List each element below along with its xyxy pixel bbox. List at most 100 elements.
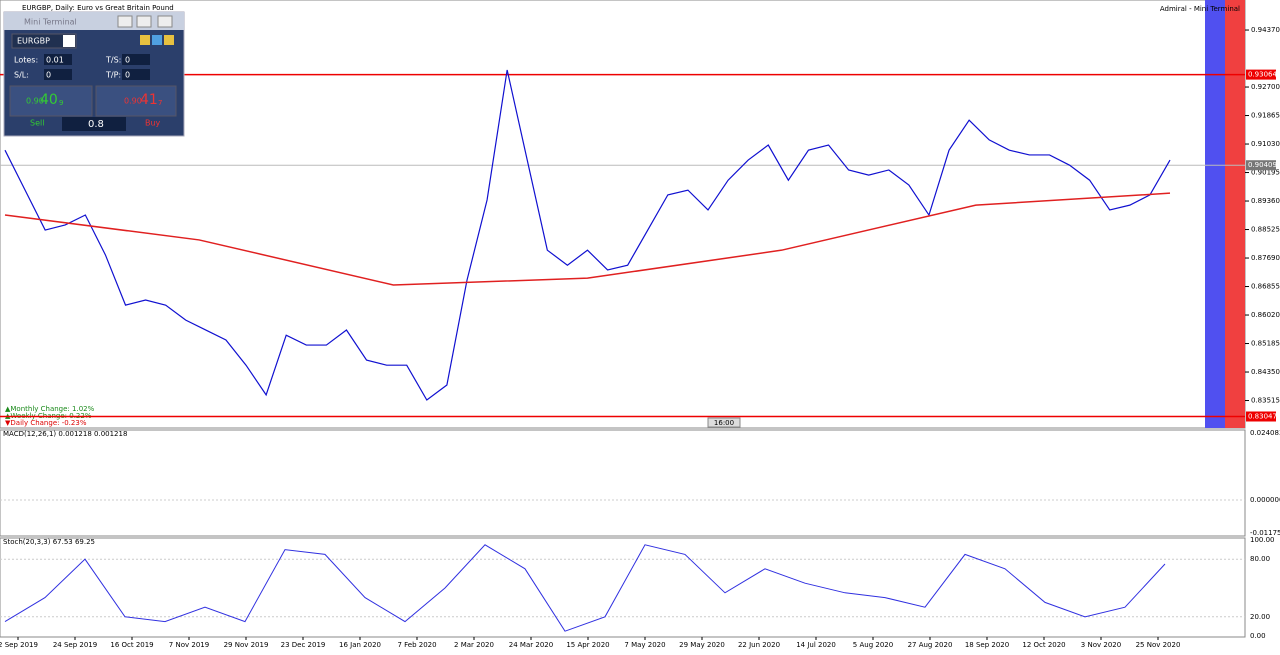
change: ▲Monthly Change: 1.02% [5,405,95,413]
sell-price-box[interactable] [9,85,93,117]
spread-box [62,117,126,131]
sl: 0 [46,71,51,80]
y-tick-label: 0.85185 [1251,340,1280,348]
spread: 0.8 [88,119,104,130]
y-tick-label: 0.92700 [1251,83,1280,91]
buy-pips: 41 [140,92,158,108]
macd-panel [0,429,1246,537]
level-label: 0.83047 [1248,412,1277,420]
time-label: 16:00 [714,419,734,427]
mini-terminal: Mini Terminal EURGBP Lotes: 0.01 T/S: 0 … [3,11,185,137]
y-tick-label: 0.84350 [1251,368,1280,376]
x-tick-label: 23 Dec 2019 [281,641,326,649]
main-panel [0,0,1246,429]
x-tick-label: 18 Sep 2020 [965,641,1009,649]
current-tag [1246,160,1276,171]
y-tick-label: 0.89360 [1251,197,1280,205]
stoch-tick-label: 100.00 [1250,536,1275,544]
x-tick-label: 7 Nov 2019 [169,641,209,649]
change: ▼Daily Change: -0.23% [5,419,87,427]
x-tick-label: 27 Aug 2020 [908,641,953,649]
x-tick-label: 2 Mar 2020 [454,641,494,649]
x-tick-label: 25 Nov 2020 [1136,641,1181,649]
symbol-box[interactable] [11,33,77,49]
x-tick-label: 16 Oct 2019 [110,641,153,649]
buy-price-box[interactable] [95,85,177,117]
minimize[interactable] [117,15,133,28]
x-tick-label: 12 Oct 2020 [1022,641,1065,649]
level-label: 0.93064 [1248,71,1277,79]
buy-button[interactable]: Buy [145,119,161,128]
y-tick-label: 0.91865 [1251,112,1280,120]
tp: 0 [125,71,130,80]
brand: Admiral - Mini Terminal [1160,5,1240,13]
lots-label: Lotes: [14,56,38,65]
tp-input[interactable] [122,69,150,80]
macd-tick: -0.011750 [1250,529,1280,537]
price-line [4,192,1171,286]
x-tick-label: 7 May 2020 [624,641,665,649]
y-tick-label: 0.87690 [1251,254,1280,262]
sl-input[interactable] [44,69,72,80]
icon[interactable] [140,35,150,45]
ts: 0 [125,56,130,65]
y-tick-label: 0.91030 [1251,140,1280,148]
x-tick-label: 14 Jul 2020 [796,641,836,649]
x-tick-label: 15 Apr 2020 [566,641,609,649]
buy-big: 0.90 [124,97,142,106]
icon[interactable] [152,35,162,45]
y-tick-label: 0.90195 [1251,169,1280,177]
ts-label: T/S: [105,56,121,65]
stoch-tick-label: 0.00 [1250,632,1266,640]
sell-pips: 40 [40,92,58,108]
sell-frac: 9 [59,99,63,107]
x-tick-label: 24 Sep 2019 [53,641,97,649]
red-band [1225,0,1245,428]
mt-title: Mini Terminal [24,18,77,27]
stoch-panel [0,537,1246,638]
x-tick-label: 29 May 2020 [679,641,725,649]
window-title: EURGBP, Daily: Euro vs Great Britain Pou… [22,4,174,12]
close[interactable] [157,15,173,28]
current-label: 0.90409 [1248,161,1277,169]
y-tick-label: 0.88525 [1251,226,1280,234]
stoch-tick-label: 80.00 [1250,555,1270,563]
macd-tick: 0.000000 [1250,496,1280,504]
x-tick-label: 7 Feb 2020 [397,641,436,649]
y-tick-label: 0.94370 [1251,26,1280,34]
level-tag [1246,69,1276,80]
stoch-line [4,544,1166,632]
lots: 0.01 [46,56,64,65]
x-tick-label: 24 Mar 2020 [509,641,553,649]
x-tick-label: 22 Jun 2020 [738,641,780,649]
symbol: EURGBP [17,37,50,46]
x-tick-label: 2 Sep 2019 [0,641,38,649]
time-box [707,417,741,428]
price-line [4,69,1171,401]
dropdown[interactable] [63,35,75,47]
macd-tick: 0.024083 [1250,429,1280,437]
maximize[interactable] [136,15,152,28]
stoch-label: Stoch(20,3,3) 67.53 69.25 [3,538,95,546]
level-tag [1246,411,1276,422]
icon[interactable] [164,35,174,45]
y-tick-label: 0.86020 [1251,311,1280,319]
macd-label: MACD(12,26,1) 0.001218 0.001218 [3,430,127,438]
ts-input[interactable] [122,54,150,65]
sell-big: 0.90 [26,97,44,106]
sl-label: S/L: [14,71,29,80]
tp-label: T/P: [105,71,121,80]
lots-input[interactable] [44,54,72,65]
stoch-tick-label: 20.00 [1250,613,1270,621]
y-tick-label: 0.86855 [1251,283,1280,291]
x-tick-label: 16 Jan 2020 [339,641,381,649]
x-tick-label: 29 Nov 2019 [224,641,269,649]
blue-band [1205,0,1225,428]
x-tick-label: 5 Aug 2020 [853,641,893,649]
sell-button[interactable]: Sell [30,119,44,128]
x-tick-label: 3 Nov 2020 [1081,641,1121,649]
y-tick-label: 0.83515 [1251,397,1280,405]
buy-frac: 7 [158,99,162,107]
